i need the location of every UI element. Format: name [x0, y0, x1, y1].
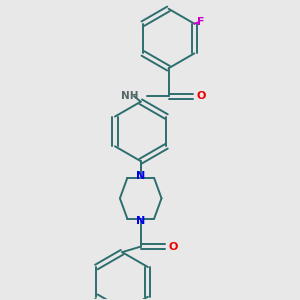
Text: N: N	[136, 171, 145, 181]
Text: F: F	[197, 17, 205, 27]
Text: O: O	[168, 242, 178, 252]
Text: N: N	[136, 216, 145, 226]
Text: O: O	[196, 91, 206, 101]
Text: NH: NH	[122, 91, 139, 101]
